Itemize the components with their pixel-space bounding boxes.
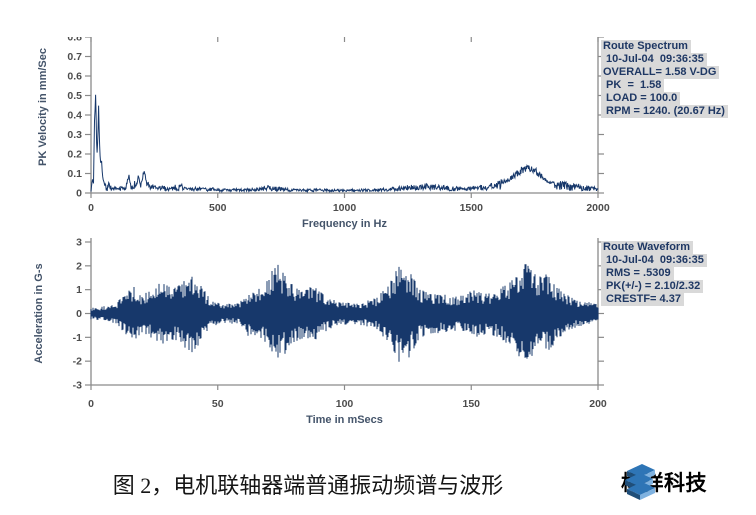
legend-line-text: 10-Jul-04 09:36:35 <box>601 53 707 66</box>
svg-text:2: 2 <box>76 260 82 272</box>
svg-text:0.6: 0.6 <box>67 71 82 83</box>
svg-text:50: 50 <box>212 398 224 410</box>
legend-line-text: 10-Jul-04 09:36:35 <box>601 254 707 267</box>
legend-line-text: PK = 1.58 <box>601 79 665 92</box>
svg-text:0: 0 <box>76 188 82 200</box>
legend-line: PK(+/-) = 2.10/2.32 <box>601 280 707 293</box>
legend-line-text: OVERALL= 1.58 V-DG <box>601 66 720 79</box>
svg-text:-3: -3 <box>73 380 82 392</box>
svg-text:Time in mSecs: Time in mSecs <box>306 414 383 426</box>
svg-text:1: 1 <box>76 284 82 296</box>
svg-text:Frequency in Hz: Frequency in Hz <box>302 218 387 230</box>
svg-text:500: 500 <box>209 202 227 214</box>
legend-line: 10-Jul-04 09:36:35 <box>601 53 728 66</box>
legend-line: 10-Jul-04 09:36:35 <box>601 254 707 267</box>
legend-line-text: Route Spectrum <box>601 40 691 53</box>
legend-line: Route Waveform <box>601 241 707 254</box>
waveform-legend: Route Waveform 10-Jul-04 09:36:35 RMS = … <box>601 241 707 306</box>
legend-line: RPM = 1240. (20.67 Hz) <box>601 105 728 118</box>
svg-text:-2: -2 <box>73 356 82 368</box>
svg-text:0.5: 0.5 <box>67 90 82 102</box>
waveform-chart: -3 -2 -1 0 1 2 3 0 50 100 150 200 Time in mSecs Accel… <box>33 237 607 427</box>
legend-line-text: Route Waveform <box>601 241 693 254</box>
svg-text:0.3: 0.3 <box>67 129 82 141</box>
legend-line-text: PK(+/-) = 2.10/2.32 <box>601 280 704 293</box>
legend-line: Route Spectrum <box>601 40 728 53</box>
legend-line-text: LOAD = 100.0 <box>601 92 681 105</box>
spectrum-legend: Route Spectrum 10-Jul-04 09:36:35 OVERAL… <box>601 40 728 118</box>
svg-text:0: 0 <box>88 398 94 410</box>
svg-text:PK Velocity in mm/Sec: PK Velocity in mm/Sec <box>37 48 49 166</box>
svg-text:Acceleration in G-s: Acceleration in G-s <box>33 263 45 363</box>
svg-text:150: 150 <box>462 398 480 410</box>
svg-text:0.7: 0.7 <box>67 51 82 63</box>
svg-text:2000: 2000 <box>586 202 610 214</box>
legend-line: CRESTF= 4.37 <box>601 293 707 306</box>
spectrum-chart: 0 0.1 0.2 0.3 0.4 0.5 0.6 0.7 0.8 0 500 1000 1500 200… <box>37 37 610 230</box>
svg-text:0.2: 0.2 <box>67 149 82 161</box>
svg-text:200: 200 <box>589 398 607 410</box>
legend-line: PK = 1.58 <box>601 79 728 92</box>
legend-line-text: CRESTF= 4.37 <box>601 293 684 306</box>
figure-caption: 图 2，电机联轴器端普通振动频谱与波形 <box>112 473 504 498</box>
legend-line-text: RMS = .5309 <box>601 267 674 280</box>
svg-text:100: 100 <box>336 398 354 410</box>
company-logo: 樽祥科技 <box>621 464 707 500</box>
legend-line: LOAD = 100.0 <box>601 92 728 105</box>
svg-text:1500: 1500 <box>460 202 484 214</box>
legend-line: OVERALL= 1.58 V-DG <box>601 66 728 79</box>
svg-text:0.4: 0.4 <box>67 110 82 122</box>
svg-text:3: 3 <box>76 237 82 249</box>
svg-text:0: 0 <box>76 308 82 320</box>
svg-text:0: 0 <box>88 202 94 214</box>
legend-line-text: RPM = 1240. (20.67 Hz) <box>601 105 728 118</box>
svg-text:0.1: 0.1 <box>67 168 82 180</box>
svg-text:0.8: 0.8 <box>67 37 82 44</box>
svg-text:-1: -1 <box>73 332 82 344</box>
stacked-layers-icon <box>625 464 655 500</box>
svg-text:1000: 1000 <box>333 202 357 214</box>
legend-line: RMS = .5309 <box>601 267 707 280</box>
